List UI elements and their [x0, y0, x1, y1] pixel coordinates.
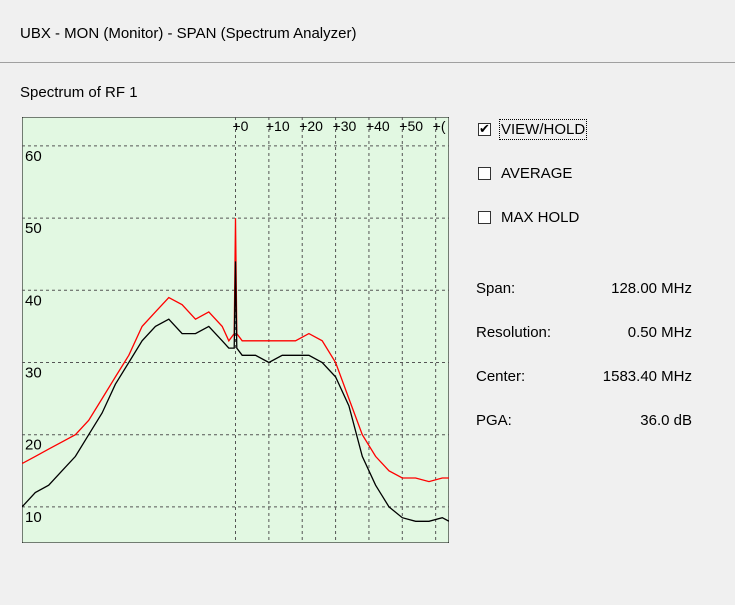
- header-divider: [0, 62, 735, 63]
- stat-center: Center: 1583.40 MHz: [476, 368, 692, 390]
- window-header: UBX - MON (Monitor) - SPAN (Spectrum Ana…: [0, 0, 735, 62]
- x-tick-label: +40: [366, 118, 390, 134]
- chart-caption: Spectrum of RF 1: [20, 84, 138, 101]
- x-tick-label: +10: [266, 118, 290, 134]
- x-tick-label: +30: [333, 118, 357, 134]
- average-label: AVERAGE: [501, 164, 573, 182]
- stat-pga: PGA: 36.0 dB: [476, 412, 692, 434]
- x-tick-label: +0: [233, 118, 249, 134]
- max-hold-checkbox[interactable]: [478, 210, 491, 224]
- y-tick-label: 60: [25, 148, 42, 165]
- view-hold-label: VIEW/HOLD: [498, 118, 588, 140]
- y-tick-label: 20: [25, 437, 42, 454]
- hold-series-line: [22, 218, 449, 483]
- option-view-hold[interactable]: ✔ VIEW/HOLD: [478, 118, 588, 140]
- window-title: UBX - MON (Monitor) - SPAN (Spectrum Ana…: [20, 25, 357, 42]
- span-stats: Span: 128.00 MHz Resolution: 0.50 MHz Ce…: [476, 280, 692, 456]
- display-options: ✔ VIEW/HOLD AVERAGE MAX HOLD: [478, 118, 588, 250]
- check-icon: ✔: [479, 120, 490, 136]
- pga-label: PGA:: [476, 412, 512, 429]
- y-tick-label: 30: [25, 364, 42, 381]
- y-tick-label: 50: [25, 220, 42, 237]
- current-series-line: [22, 261, 449, 522]
- x-tick-label: +20: [299, 118, 323, 134]
- resolution-value: 0.50 MHz: [627, 324, 692, 341]
- option-average[interactable]: AVERAGE: [478, 162, 585, 184]
- view-hold-checkbox[interactable]: ✔: [478, 120, 491, 136]
- resolution-label: Resolution:: [476, 324, 552, 341]
- x-tick-label: +50: [399, 118, 423, 134]
- stat-resolution: Resolution: 0.50 MHz: [476, 324, 692, 346]
- span-value: 128.00 MHz: [611, 280, 692, 297]
- max-hold-label: MAX HOLD: [501, 208, 580, 226]
- y-tick-label: 10: [25, 509, 42, 526]
- spectrum-plot-svg: 60 50 40 30 20 10 +0 +10 +20 +30 +40 +50 +(: [22, 117, 449, 543]
- option-max-hold[interactable]: MAX HOLD: [478, 206, 585, 228]
- stat-span: Span: 128.00 MHz: [476, 280, 692, 302]
- pga-value: 36.0 dB: [640, 412, 692, 429]
- center-label: Center:: [476, 368, 526, 385]
- average-checkbox[interactable]: [478, 166, 491, 180]
- x-tick-label: +(: [433, 118, 446, 134]
- spectrum-plot: 60 50 40 30 20 10 +0 +10 +20 +30 +40 +50 +(: [22, 117, 449, 543]
- y-tick-label: 40: [25, 292, 42, 309]
- center-value: 1583.40 MHz: [602, 368, 692, 385]
- span-label: Span:: [476, 280, 516, 297]
